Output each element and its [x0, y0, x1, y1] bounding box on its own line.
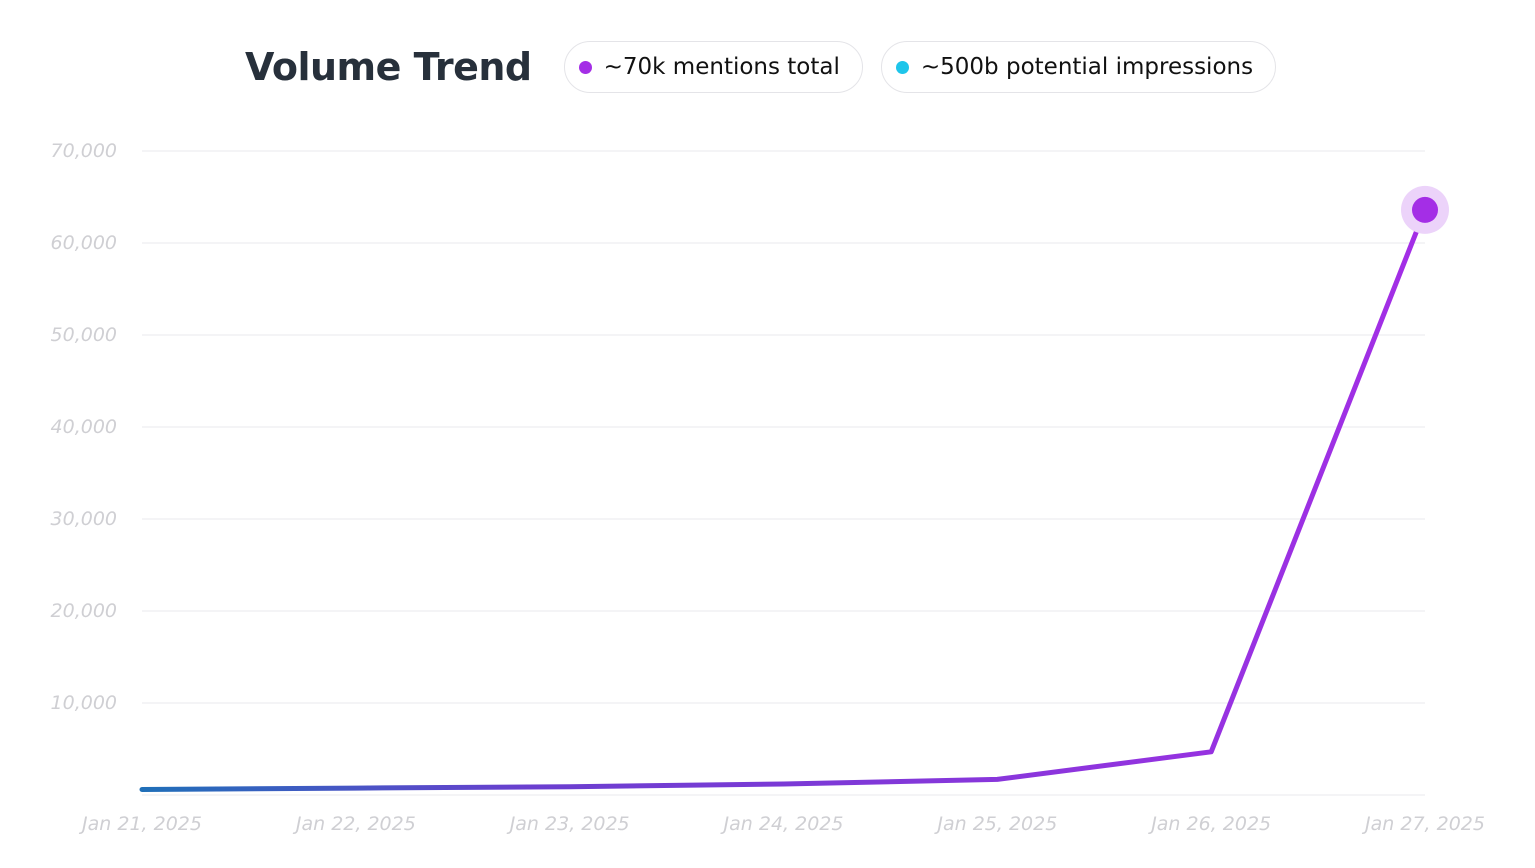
grid-lines	[142, 150, 1425, 796]
data-point	[567, 784, 573, 790]
y-tick-label: 70,000	[51, 140, 117, 162]
legend-pill-impressions[interactable]: ~500b potential impressions	[880, 41, 1277, 93]
series-mentions	[139, 207, 1428, 792]
marker-dot	[1412, 196, 1438, 223]
legend-pill-mentions[interactable]: ~70k mentions total	[563, 41, 863, 93]
y-tick-label: 10,000	[51, 692, 117, 714]
y-tick-label: 40,000	[51, 416, 117, 438]
x-tick-label: Jan 27, 2025	[1361, 813, 1485, 835]
purple-dot-icon	[578, 60, 592, 74]
data-point	[1208, 749, 1214, 755]
chart-header: Volume Trend ~70k mentions total ~500b p…	[245, 40, 1294, 94]
series-line	[139, 207, 1428, 792]
y-tick-label: 60,000	[51, 232, 117, 254]
x-tick-label: Jan 25, 2025	[933, 813, 1057, 835]
y-tick-label: 30,000	[51, 508, 117, 530]
x-tick-label: Jan 21, 2025	[78, 813, 202, 835]
chart-title: Volume Trend	[245, 45, 532, 89]
x-tick-label: Jan 26, 2025	[1147, 813, 1271, 835]
y-axis: 10,000 20,000 30,000 40,000 50,000 60,000 70,0…	[51, 140, 117, 714]
y-tick-label: 20,000	[51, 600, 117, 622]
legend-label-impressions: ~500b potential impressions	[920, 54, 1254, 80]
data-point	[353, 785, 359, 791]
x-tick-label: Jan 24, 2025	[720, 813, 844, 835]
data-point	[781, 781, 787, 787]
x-tick-label: Jan 23, 2025	[506, 813, 630, 835]
legend-label-mentions: ~70k mentions total	[603, 54, 840, 80]
y-tick-label: 50,000	[51, 324, 117, 346]
data-point	[994, 776, 1000, 782]
cyan-dot-icon	[895, 60, 909, 74]
data-point	[139, 786, 145, 792]
x-axis: Jan 21, 2025 Jan 22, 2025 Jan 23, 2025 Jan …	[78, 813, 1485, 835]
x-tick-label: Jan 22, 2025	[292, 813, 416, 835]
last-point-marker[interactable]	[1401, 185, 1449, 234]
